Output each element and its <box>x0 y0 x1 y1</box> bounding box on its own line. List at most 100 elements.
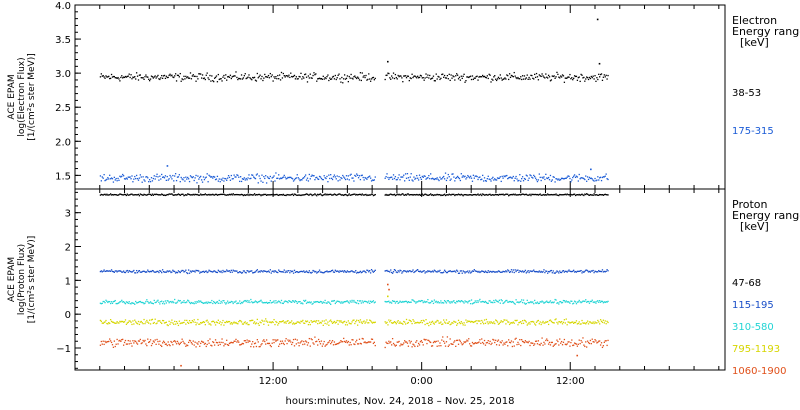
proton-point-47-68 <box>202 194 205 196</box>
proton-point-115-195 <box>598 269 600 272</box>
proton-point-47-68 <box>168 193 170 195</box>
proton-point-115-195 <box>254 271 257 273</box>
electron-point-175-315 <box>534 177 537 179</box>
proton-point-47-68 <box>364 194 366 196</box>
proton-point-1060-1900 <box>524 340 527 342</box>
electron-point-175-315 <box>535 179 538 181</box>
electron-point-38-53 <box>358 79 361 81</box>
electron-point-38-53 <box>112 75 115 78</box>
electron-point-38-53 <box>431 77 434 79</box>
proton-point-310-580 <box>542 301 544 303</box>
electron-point-175-315 <box>192 176 194 178</box>
proton-point-310-580 <box>278 301 281 303</box>
proton-point-115-195 <box>473 269 475 271</box>
proton-point-795-1193 <box>540 323 542 326</box>
proton-point-115-195 <box>235 270 237 272</box>
proton-point-115-195 <box>127 271 129 273</box>
electron-point-175-315 <box>191 176 193 179</box>
proton-point-1060-1900 <box>278 345 280 347</box>
electron-point-175-315 <box>214 178 217 181</box>
electron-point-38-53 <box>573 77 575 79</box>
electron-point-38-53 <box>132 76 134 78</box>
proton-point-1060-1900 <box>309 345 311 347</box>
proton-point-115-195 <box>268 271 271 273</box>
proton-point-1060-1900 <box>107 340 109 343</box>
electron-point-175-315 <box>384 177 386 179</box>
proton-point-1060-1900 <box>446 336 449 338</box>
electron-point-38-53 <box>99 76 102 78</box>
proton-point-310-580 <box>503 302 505 304</box>
proton-point-47-68 <box>537 194 540 196</box>
proton-point-795-1193 <box>130 321 132 323</box>
electron-point-38-53 <box>161 77 164 79</box>
proton-point-47-68 <box>519 193 521 196</box>
proton-point-47-68 <box>391 193 393 196</box>
proton-point-47-68 <box>147 193 149 196</box>
electron-point-175-315 <box>489 178 491 181</box>
proton-point-47-68 <box>314 193 316 195</box>
electron-point-175-315 <box>294 177 297 180</box>
electron-point-175-315 <box>476 175 478 178</box>
proton-point-115-195 <box>415 270 417 272</box>
proton-point-47-68 <box>429 194 431 196</box>
proton-point-47-68 <box>547 194 550 196</box>
proton-point-1060-1900 <box>179 342 181 345</box>
proton-point-1060-1900 <box>238 341 240 343</box>
proton-point-310-580 <box>228 301 231 304</box>
electron-point-175-315 <box>527 179 529 182</box>
proton-point-115-195 <box>200 271 202 273</box>
electron-point-175-315 <box>540 179 542 182</box>
proton-point-1060-1900 <box>124 339 127 342</box>
x-tick-label: 12:00 <box>259 376 288 387</box>
proton-point-47-68 <box>301 194 303 196</box>
proton-point-47-68 <box>329 193 331 196</box>
proton-point-1060-1900 <box>605 340 607 342</box>
proton-point-310-580 <box>391 300 394 302</box>
proton-point-795-1193 <box>183 321 185 324</box>
proton-point-115-195 <box>187 269 190 271</box>
electron-point-38-53 <box>482 74 484 77</box>
proton-point-795-1193 <box>312 320 314 323</box>
proton-point-47-68 <box>562 194 565 196</box>
proton-point-115-195 <box>109 270 112 272</box>
proton-point-1060-1900 <box>417 345 419 347</box>
proton-point-47-68 <box>495 194 498 196</box>
proton-point-1060-1900 <box>327 342 329 344</box>
electron-point-175-315 <box>446 177 449 179</box>
electron-point-38-53 <box>479 75 481 78</box>
proton-point-795-1193 <box>161 322 163 325</box>
proton-point-795-1193 <box>391 322 394 324</box>
proton-point-310-580 <box>151 302 154 305</box>
proton-point-795-1193 <box>101 322 103 324</box>
electron-point-38-53 <box>312 74 314 77</box>
proton-point-47-68 <box>570 193 572 196</box>
proton-point-115-195 <box>125 270 128 272</box>
proton-point-795-1193 <box>508 323 511 326</box>
proton-point-1060-1900 <box>326 343 328 346</box>
proton-point-795-1193 <box>190 321 193 324</box>
proton-point-115-195 <box>238 271 240 274</box>
proton-point-47-68 <box>585 193 587 196</box>
electron-point-38-53 <box>432 75 435 77</box>
electron-point-38-53 <box>196 75 198 78</box>
proton-point-115-195 <box>445 271 448 274</box>
electron-point-38-53 <box>395 76 397 79</box>
electron-point-38-53 <box>108 75 110 77</box>
proton-point-115-195 <box>391 271 393 274</box>
proton-point-795-1193 <box>373 321 375 324</box>
proton-point-115-195 <box>472 270 475 272</box>
electron-point-38-53 <box>319 78 322 80</box>
electron-point-38-53 <box>195 80 197 82</box>
proton-point-310-580 <box>424 301 426 304</box>
electron-point-38-53 <box>452 75 454 77</box>
proton-point-795-1193 <box>164 322 167 324</box>
proton-point-310-580 <box>229 301 232 304</box>
electron-point-175-315 <box>595 180 597 182</box>
electron-point-175-315 <box>346 178 349 180</box>
electron-point-38-53 <box>255 80 258 82</box>
proton-point-310-580 <box>374 301 376 303</box>
proton-point-115-195 <box>109 270 111 272</box>
proton-point-310-580 <box>288 300 290 302</box>
proton-point-1060-1900 <box>558 344 560 346</box>
proton-point-47-68 <box>477 193 479 195</box>
